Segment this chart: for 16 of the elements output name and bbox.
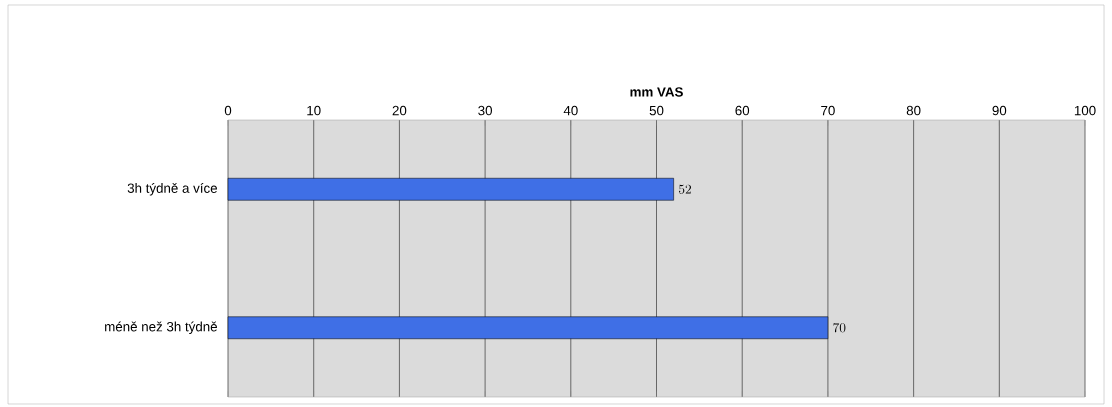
x-tick-label: 70 (821, 105, 835, 116)
x-tick-label: 60 (735, 105, 750, 116)
x-tick-label: 100 (1074, 105, 1096, 116)
x-tick-label: 80 (906, 105, 921, 116)
x-tick-label: 0 (224, 105, 232, 116)
y-tick-label: 3h týdně a více (127, 182, 217, 196)
x-tick-label: 50 (649, 105, 664, 116)
x-axis-title: mm VAS (630, 87, 683, 97)
x-tick-label: 20 (392, 105, 407, 116)
x-tick-label: 90 (992, 105, 1007, 116)
data-label: 70 (833, 323, 846, 333)
x-tick-label: 30 (478, 105, 493, 116)
y-tick-label: méně než 3h týdně (105, 321, 217, 335)
x-tick-label: 10 (307, 105, 321, 116)
data-label: 52 (679, 184, 692, 194)
x-tick-label: 40 (563, 105, 578, 116)
